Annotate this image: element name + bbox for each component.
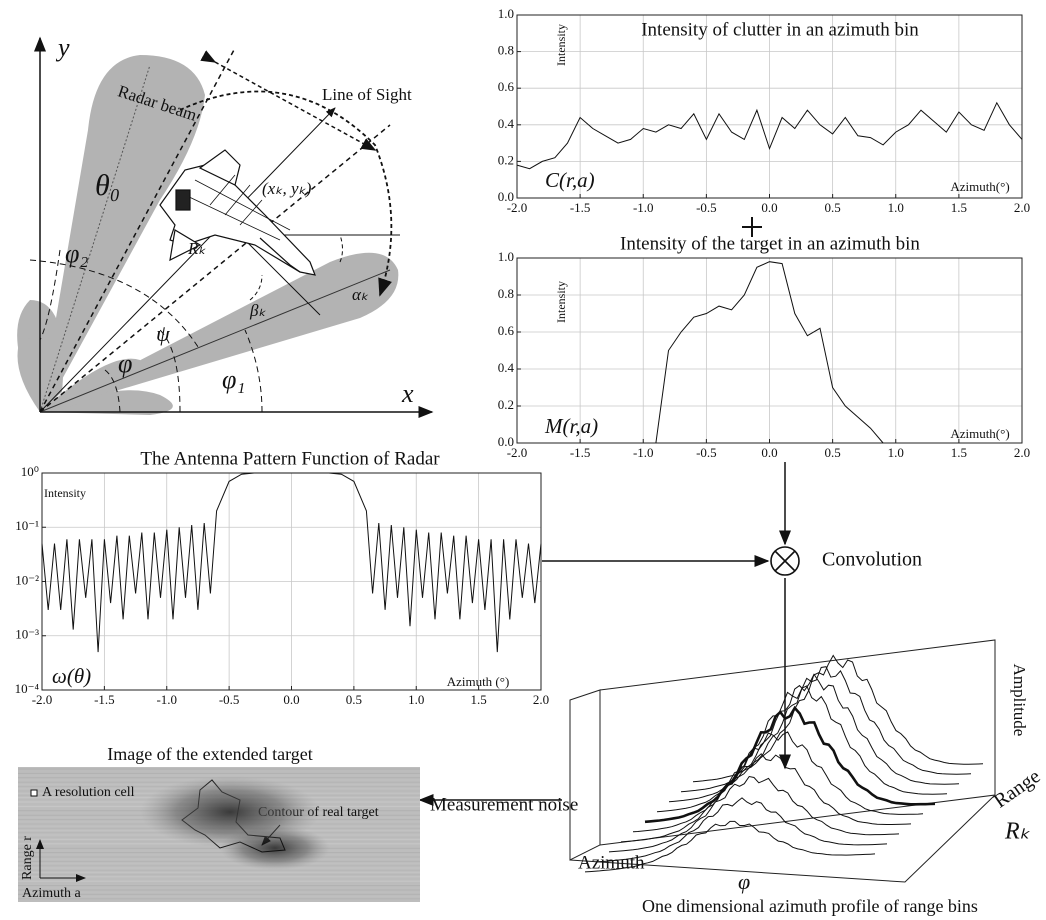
y-tick-label: 0.6 (498, 79, 515, 94)
x-axis-label: Azimuth (°) (447, 674, 510, 689)
y-tick-label: 1.0 (498, 6, 514, 21)
annotation: ω(θ) (52, 664, 91, 688)
y-axis-label: Intensity (44, 486, 86, 500)
x-tick-label: -2.0 (507, 200, 528, 215)
axis-label: Rₖ (1004, 819, 1031, 845)
x-tick-label: -1.5 (570, 200, 591, 215)
y-tick-label: 10⁰ (21, 464, 39, 479)
x-tick-label: 1.0 (888, 445, 904, 460)
annotation: C(r,a) (545, 168, 595, 192)
label: ψ (156, 321, 170, 346)
image-title: Image of the extended target (107, 744, 313, 764)
label: φ₂ (65, 239, 88, 268)
x-tick-label: 2.0 (1014, 200, 1030, 215)
annotation: M(r,a) (544, 414, 598, 438)
label: Rₖ (187, 239, 206, 258)
caption: One dimensional azimuth profile of range… (642, 896, 978, 916)
x-tick-label: 2.0 (1014, 445, 1030, 460)
axis-label: y (55, 33, 70, 62)
operation-label: Convolution (822, 549, 922, 571)
x-tick-label: -0.5 (696, 445, 717, 460)
figure: y x Radar beam Line of Sight θ₀ φ₂ φ₁ φ … (0, 0, 1046, 920)
label: (xₖ, yₖ) (262, 179, 312, 198)
y-tick-label: 10⁻² (15, 572, 39, 587)
x-tick-label: 0.0 (283, 692, 299, 707)
y-tick-label: 0.8 (498, 286, 514, 301)
axis-label: Amplitude (1010, 664, 1029, 737)
y-tick-label: 0.2 (498, 152, 514, 167)
y-tick-label: 10⁻³ (15, 627, 39, 642)
operation-label: Measurement noise (430, 794, 578, 815)
label: Line of Sight (322, 85, 412, 104)
axis-label: φ (738, 869, 750, 894)
chart-title: Intensity of clutter in an azimuth bin (641, 19, 919, 40)
x-tick-label: 0.5 (825, 200, 841, 215)
y-tick-label: 10⁻¹ (15, 518, 39, 533)
axis-label: Azimuth a (22, 886, 81, 901)
y-tick-label: 0.4 (498, 360, 515, 375)
label: βₖ (249, 301, 266, 320)
cell (31, 790, 37, 796)
label: A resolution cell (42, 785, 135, 800)
x-axis-label: Azimuth(°) (950, 426, 1009, 441)
y-tick-label: 0.6 (498, 323, 515, 338)
x-tick-label: -2.0 (32, 692, 53, 707)
target-image: Image of the extended target A resolutio… (18, 744, 420, 902)
label: φ₁ (222, 365, 245, 394)
x-tick-label: -1.5 (570, 445, 591, 460)
x-tick-label: 2.0 (533, 692, 549, 707)
x-tick-label: 0.0 (761, 445, 777, 460)
blob (140, 776, 320, 848)
x-tick-label: 1.0 (888, 200, 904, 215)
x-axis-label: Azimuth(°) (950, 179, 1009, 194)
chart-title: Intensity of the target in an azimuth bi… (620, 233, 920, 254)
x-tick-label: -0.5 (696, 200, 717, 215)
x-tick-label: 0.5 (825, 445, 841, 460)
x-tick-label: 1.5 (951, 445, 967, 460)
x-tick-label: -1.5 (94, 692, 115, 707)
x-tick-label: -1.0 (633, 445, 654, 460)
y-tick-label: 0.8 (498, 43, 514, 58)
x-tick-label: 0.5 (346, 692, 362, 707)
y-axis-label: Intensity (554, 281, 568, 323)
y-tick-label: 0.4 (498, 116, 515, 131)
x-tick-label: 1.5 (951, 200, 967, 215)
y-tick-label: 1.0 (498, 249, 514, 264)
axis-label: Range r (20, 836, 35, 880)
x-tick-label: -0.5 (219, 692, 240, 707)
axis-label: x (401, 379, 414, 408)
x-tick-label: 1.0 (408, 692, 424, 707)
y-tick-label: 0.2 (498, 397, 514, 412)
x-tick-label: 1.5 (471, 692, 487, 707)
x-tick-label: -2.0 (507, 445, 528, 460)
x-tick-label: -1.0 (633, 200, 654, 215)
chart-title: The Antenna Pattern Function of Radar (140, 448, 440, 469)
x-tick-label: 0.0 (761, 200, 777, 215)
label: φ (118, 349, 132, 378)
x-tick-label: -1.0 (156, 692, 177, 707)
y-axis-label: Intensity (554, 24, 568, 66)
label: αₖ (352, 285, 369, 304)
label: θ₀ (95, 169, 120, 202)
